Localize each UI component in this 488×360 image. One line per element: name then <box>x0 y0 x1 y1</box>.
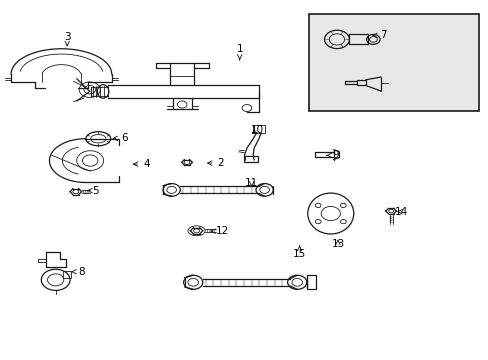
Text: 7: 7 <box>372 30 386 40</box>
Text: 15: 15 <box>292 246 305 259</box>
Text: 14: 14 <box>394 207 407 217</box>
Bar <box>356 80 365 85</box>
Text: 3: 3 <box>64 32 70 46</box>
Bar <box>253 125 264 133</box>
Text: 13: 13 <box>331 239 344 249</box>
Bar <box>308 14 478 111</box>
Bar <box>63 271 70 278</box>
Text: 4: 4 <box>133 159 149 169</box>
Text: 10: 10 <box>250 125 264 135</box>
Bar <box>306 275 316 289</box>
Text: 5: 5 <box>87 186 99 195</box>
Bar <box>349 35 367 44</box>
Bar <box>243 156 257 162</box>
Text: 1: 1 <box>236 45 243 60</box>
Text: 8: 8 <box>72 267 85 277</box>
Text: 11: 11 <box>244 178 258 188</box>
Text: 2: 2 <box>207 158 224 168</box>
Text: 12: 12 <box>211 226 228 236</box>
Text: 9: 9 <box>326 150 338 160</box>
Text: 6: 6 <box>113 133 128 143</box>
